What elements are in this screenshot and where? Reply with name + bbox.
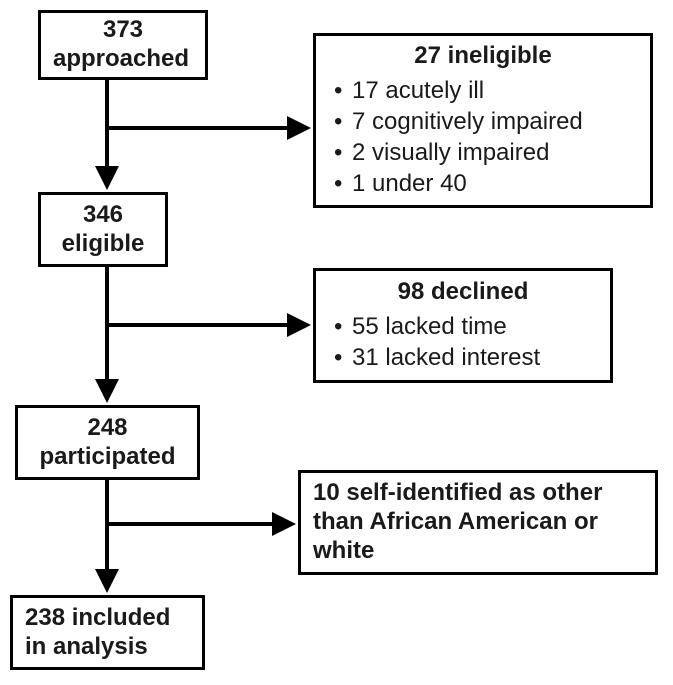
node-participated: 248 participated [15, 405, 200, 480]
node-eligible: 346 eligible [38, 192, 168, 267]
other-line3: white [313, 537, 643, 566]
included-line1: 238 included [25, 604, 190, 633]
eligible-count: 346 [53, 201, 153, 230]
node-ineligible: 27 ineligible 17 acutely ill 7 cognitive… [313, 33, 653, 208]
other-line1: 10 self-identified as other [313, 479, 643, 508]
node-approached: 373 approached [38, 10, 208, 80]
list-item: 17 acutely ill [328, 75, 638, 106]
other-line2: than African American or [313, 508, 643, 537]
eligible-label: eligible [53, 230, 153, 259]
ineligible-title: 27 ineligible [328, 42, 638, 71]
declined-list: 55 lacked time 31 lacked interest [328, 311, 598, 373]
ineligible-list: 17 acutely ill 7 cognitively impaired 2 … [328, 75, 638, 200]
declined-title: 98 declined [328, 278, 598, 307]
list-item: 31 lacked interest [328, 342, 598, 373]
list-item: 7 cognitively impaired [328, 106, 638, 137]
participated-count: 248 [30, 414, 185, 443]
list-item: 2 visually impaired [328, 137, 638, 168]
list-item: 1 under 40 [328, 168, 638, 199]
included-line2: in analysis [25, 633, 190, 662]
node-included: 238 included in analysis [10, 595, 205, 670]
participated-label: participated [30, 443, 185, 472]
approached-label: approached [53, 45, 193, 74]
node-other: 10 self-identified as other than African… [298, 470, 658, 575]
list-item: 55 lacked time [328, 311, 598, 342]
node-declined: 98 declined 55 lacked time 31 lacked int… [313, 268, 613, 383]
approached-count: 373 [53, 16, 193, 45]
